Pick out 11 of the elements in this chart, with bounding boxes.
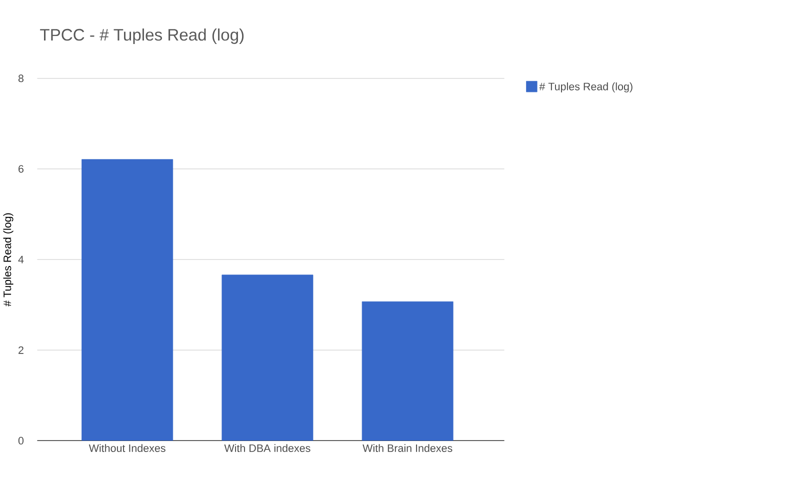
y-axis-title: # Tuples Read (log) [3, 213, 14, 306]
y-tick-label: 8 [18, 74, 24, 82]
legend-label: # Tuples Read (log) [539, 82, 632, 93]
y-tick-label: 4 [18, 256, 24, 264]
y-tick-label: 6 [18, 165, 24, 173]
chart-title: TPCC - # Tuples Read (log) [40, 28, 244, 44]
x-tick-label: With Brain Indexes [362, 444, 452, 452]
y-tick-label: 2 [18, 346, 24, 354]
y-tick-label: 0 [18, 436, 24, 445]
x-tick-label: Without Indexes [88, 444, 166, 452]
x-tick-label: With DBA indexes [224, 444, 310, 452]
